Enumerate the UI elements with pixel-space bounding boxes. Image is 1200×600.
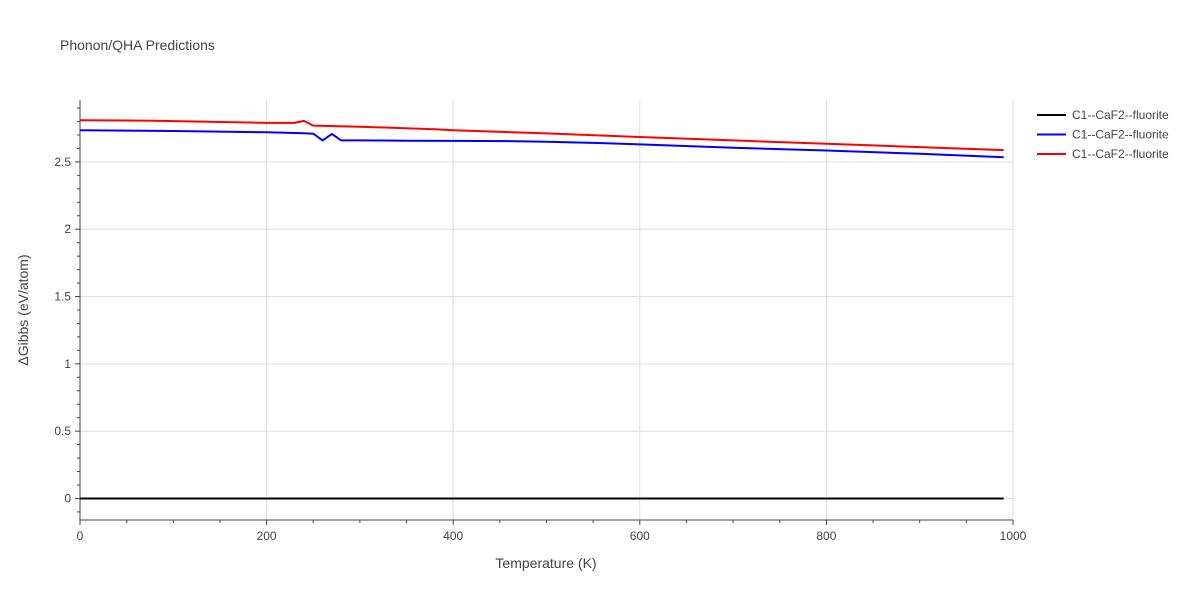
x-axis-title: Temperature (K) [495,555,596,571]
x-tick-label: 800 [816,529,836,543]
legend[interactable]: C1--CaF2--fluorite C1--CaF2--fluorite C1--… [1037,108,1169,161]
x-tick-label: 400 [443,529,463,543]
legend-label: C1--CaF2--fluorite [1072,128,1169,142]
series-layer [79,119,1004,500]
legend-label: C1--CaF2--fluorite [1072,108,1169,122]
y-axis-title: ΔGibbs (eV/atom) [15,254,31,365]
series-line-3 [79,119,1004,152]
y-tick-label: 1.5 [54,290,71,304]
grid [80,100,1014,520]
x-tick-label: 200 [257,529,277,543]
legend-item-2[interactable]: C1--CaF2--fluorite [1037,128,1169,142]
x-tick-label: 600 [630,529,650,543]
y-tick-label: 0 [64,491,71,505]
y-tick-label: 0.5 [54,424,71,438]
chart-title: Phonon/QHA Predictions [60,37,215,53]
legend-item-1[interactable]: C1--CaF2--fluorite [1037,108,1169,122]
series-line-2 [79,129,1004,159]
y-tick-label: 1 [64,357,71,371]
y-tick-label: 2 [64,222,71,236]
axes: 0 200 400 600 800 1000 0 0.5 1 1.5 2 2.5 [54,100,1027,543]
x-tick-label: 0 [77,529,84,543]
legend-item-3[interactable]: C1--CaF2--fluorite [1037,147,1169,161]
legend-label: C1--CaF2--fluorite [1072,147,1169,161]
x-tick-label: 1000 [1000,529,1027,543]
y-tick-label: 2.5 [54,155,71,169]
